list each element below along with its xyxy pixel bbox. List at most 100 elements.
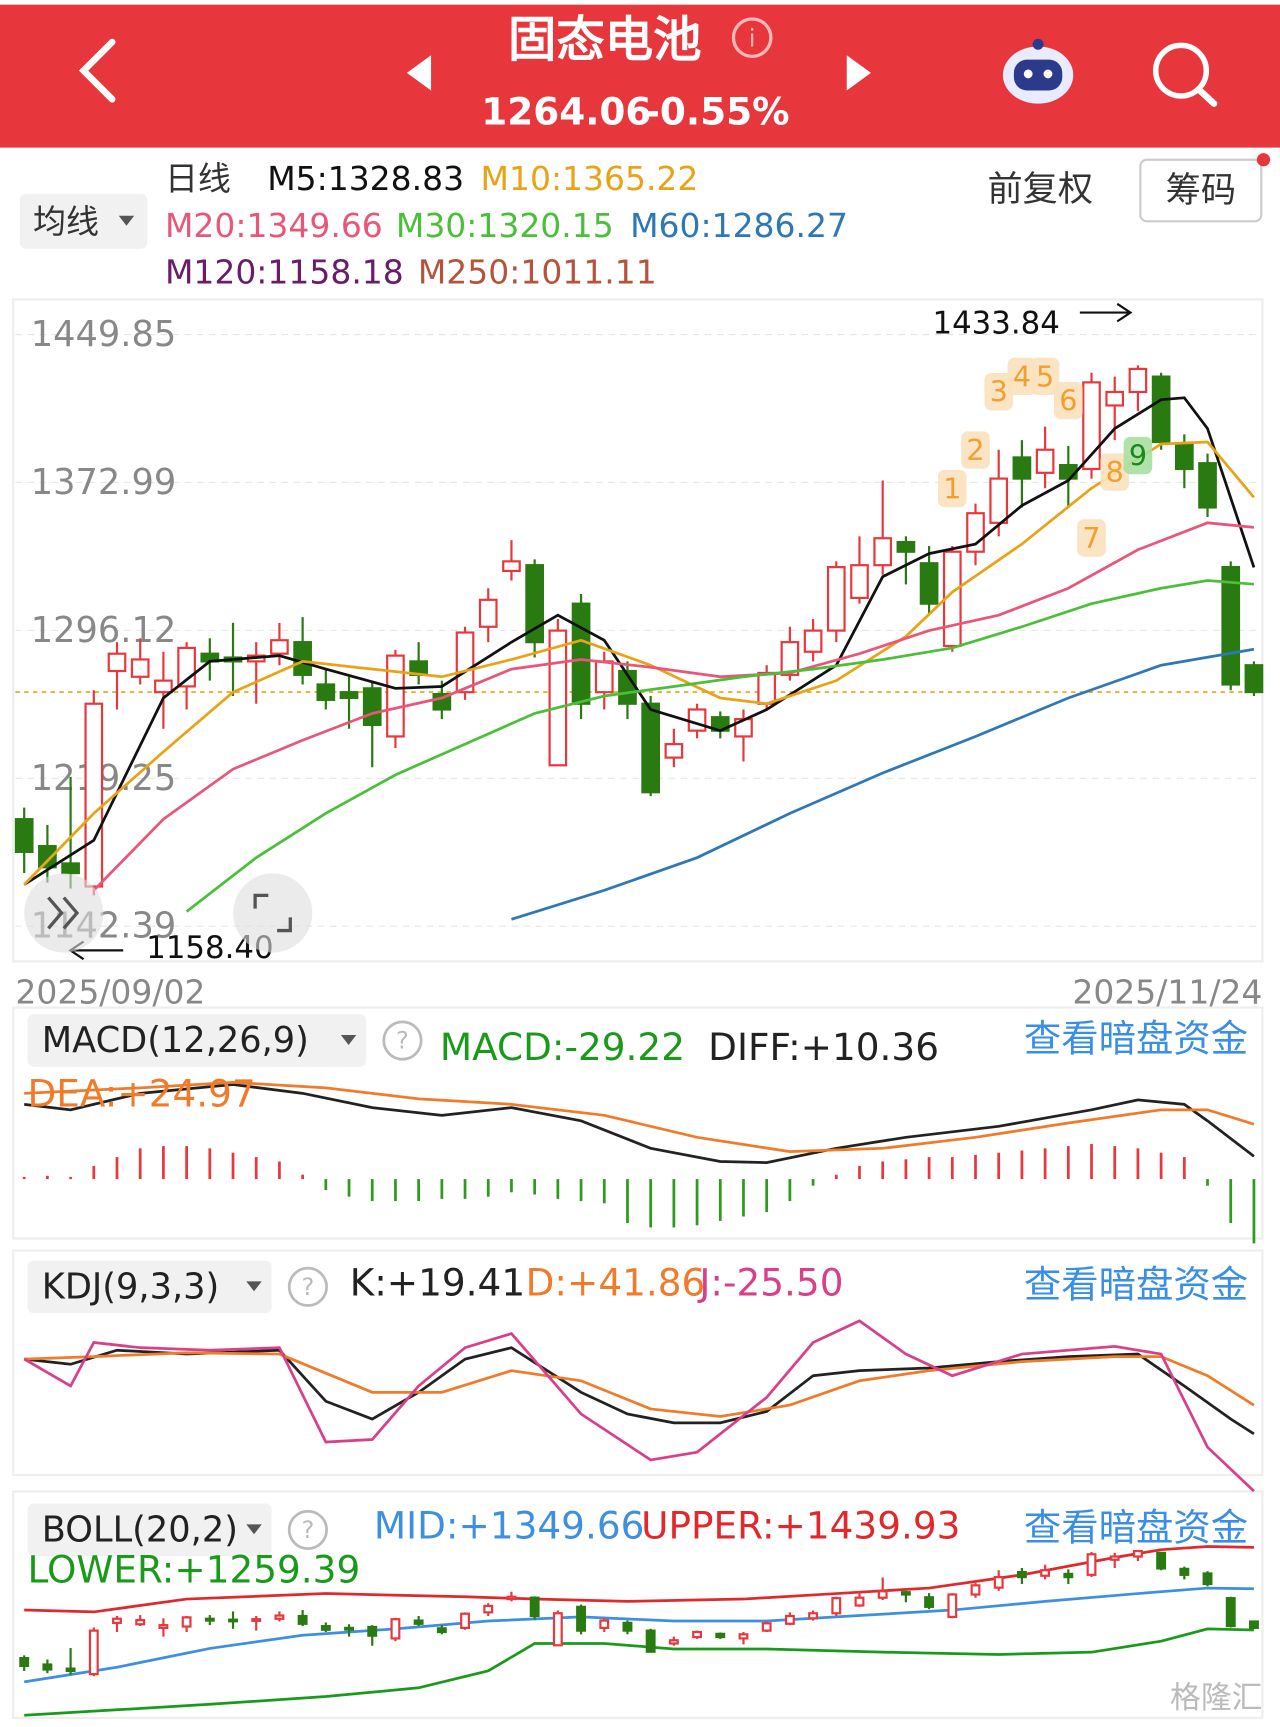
chart-layer: 1449.851372.991296.121219.251142.39M5:13…	[14, 159, 1264, 1717]
fullscreen-button[interactable]	[233, 873, 313, 953]
help-icon[interactable]	[382, 1020, 423, 1061]
sequence-label: 8	[1106, 455, 1124, 489]
candle-body	[483, 1604, 494, 1614]
back-button[interactable]	[78, 38, 116, 103]
indicator-readout: MID:+1349.66	[374, 1503, 645, 1547]
collapse-button[interactable]	[24, 873, 104, 953]
candle-body	[780, 641, 800, 676]
candle-body	[362, 687, 382, 726]
help-glyph: ?	[301, 1273, 314, 1301]
y-tick-label: 1296.12	[31, 610, 176, 651]
dropdown-caret	[246, 1524, 262, 1535]
sequence-badge	[1077, 519, 1106, 557]
candle-body	[622, 1621, 633, 1632]
candle-body	[107, 652, 127, 673]
dropdown-caret	[340, 1035, 357, 1045]
indicator-readout: DIFF:+10.36	[708, 1025, 939, 1069]
search-ring	[1152, 42, 1210, 99]
indicator-line	[24, 1545, 1254, 1614]
watermark: 格隆汇	[1170, 1680, 1262, 1716]
prev-button[interactable]	[406, 55, 432, 91]
indicator-readout: K:+19.41	[350, 1260, 525, 1304]
boll-frame	[12, 1490, 1264, 1720]
next-button[interactable]	[846, 55, 871, 91]
candle-body	[88, 1629, 99, 1676]
robot-icon[interactable]	[1002, 38, 1074, 104]
candle-body	[390, 1618, 401, 1640]
info-icon[interactable]	[731, 17, 773, 59]
sequence-badge	[984, 373, 1014, 411]
candle-body	[502, 560, 521, 573]
candle-body	[989, 477, 1009, 524]
sequence-label: 2	[966, 433, 984, 467]
y-tick-label: 1219.25	[31, 758, 176, 799]
dark-pool-link[interactable]: 查看暗盘资金	[1024, 1016, 1248, 1060]
sequence-badge	[1054, 381, 1083, 420]
candle-body	[270, 639, 289, 655]
legend-entry: M5:1328.83	[267, 159, 464, 198]
indicator-line	[24, 1627, 1254, 1717]
candle-body	[65, 1667, 76, 1673]
candle-body	[645, 1629, 656, 1653]
robot-face	[1013, 59, 1063, 91]
candle-body	[130, 658, 150, 678]
indicator-select[interactable]	[27, 1014, 367, 1067]
sequence-label: 3	[990, 375, 1008, 409]
search-handle	[1195, 86, 1218, 107]
indicator-line	[185, 579, 1255, 913]
candle-body	[460, 1612, 470, 1630]
indicator-readout: J:-25.50	[697, 1260, 843, 1304]
indicator-line	[23, 440, 1255, 886]
indicator-readout: UPPER:+1439.93	[641, 1503, 960, 1547]
sequence-label: 9	[1129, 439, 1147, 473]
search-button[interactable]	[1152, 42, 1218, 107]
candle-body	[525, 564, 545, 644]
dark-pool-link[interactable]: 查看暗盘资金	[1024, 1263, 1248, 1307]
chips-button[interactable]	[1139, 158, 1263, 223]
candle-body	[548, 629, 568, 767]
indicator-readout: MACD:-29.22	[440, 1025, 685, 1069]
candle-body	[274, 1614, 285, 1620]
candle-body	[757, 671, 777, 705]
candle-body	[339, 691, 359, 700]
candle-body	[877, 1590, 888, 1599]
candle-body	[993, 1576, 1004, 1589]
candle-body	[1058, 464, 1078, 480]
candle-body	[576, 1605, 587, 1632]
candle-body	[947, 1593, 958, 1619]
candle-body	[826, 566, 846, 632]
y-tick-label: 1449.85	[31, 314, 176, 355]
adjust-button[interactable]: 前复权	[987, 169, 1093, 210]
candle-body	[386, 654, 405, 738]
legend-entry: M120:1158.18	[165, 252, 404, 291]
help-icon[interactable]	[287, 1509, 328, 1550]
candle-body	[571, 602, 591, 705]
period-label: 日线	[165, 159, 231, 198]
candle-body	[784, 1614, 795, 1625]
indicator-select[interactable]	[19, 193, 148, 249]
candle-body	[344, 1626, 354, 1631]
candle-body	[970, 1584, 981, 1596]
indicator-select[interactable]	[27, 1260, 272, 1314]
candle-body	[668, 1639, 679, 1645]
indicator-title: MACD(12,26,9)	[42, 1020, 309, 1061]
candle-body	[1105, 390, 1125, 407]
candle-body	[1225, 1597, 1236, 1628]
macd-frame	[12, 1006, 1264, 1240]
indicator-line	[92, 521, 1255, 892]
candle-body	[135, 1619, 146, 1626]
candle-body	[687, 708, 707, 732]
dark-pool-link[interactable]: 查看暗盘资金	[1024, 1506, 1248, 1550]
sequence-label: 6	[1059, 384, 1077, 418]
indicator-select[interactable]	[27, 1503, 272, 1557]
y-tick-label: 1372.99	[31, 462, 176, 503]
help-icon[interactable]	[287, 1266, 328, 1307]
price: 1264.06	[481, 89, 651, 133]
candle-body	[154, 679, 173, 694]
sequence-label: 4	[1013, 359, 1031, 393]
candle-body	[1198, 462, 1217, 509]
candle-body	[112, 1617, 122, 1624]
candle-body	[664, 743, 684, 759]
candle-body	[228, 1618, 238, 1623]
